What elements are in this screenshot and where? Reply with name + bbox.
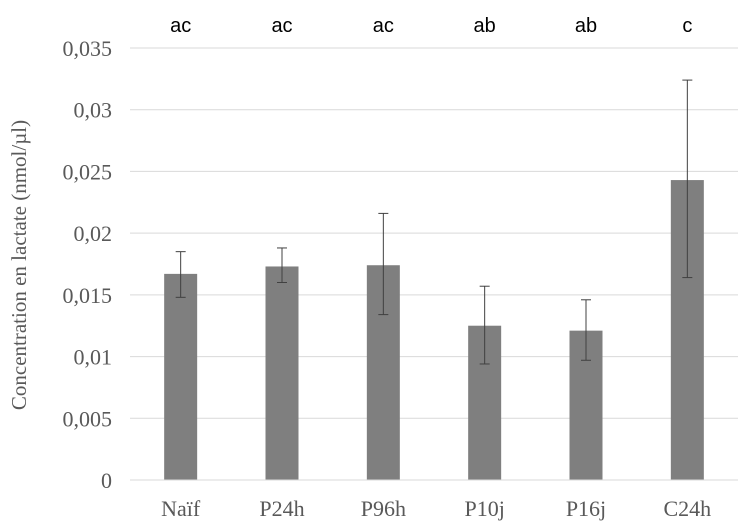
bars bbox=[164, 180, 704, 480]
significance-label: ac bbox=[373, 15, 394, 37]
x-category-label: P24h bbox=[259, 496, 304, 521]
y-tick-label: 0,025 bbox=[63, 159, 113, 184]
significance-labels: ac ac ac ab ab c bbox=[170, 15, 692, 37]
significance-label: ac bbox=[271, 15, 292, 37]
y-tick-label: 0,035 bbox=[63, 36, 113, 61]
y-axis-ticks: 0 0,005 0,01 0,015 0,02 0,025 0,03 0,035 bbox=[63, 36, 113, 493]
y-tick-label: 0 bbox=[101, 468, 112, 493]
y-tick-label: 0,005 bbox=[63, 406, 113, 431]
bar bbox=[265, 266, 299, 480]
significance-label: c bbox=[682, 15, 692, 37]
significance-label: ac bbox=[170, 15, 191, 37]
error-bars bbox=[175, 79, 693, 365]
bar bbox=[164, 273, 198, 480]
significance-label: ab bbox=[575, 15, 597, 37]
x-category-label: P10j bbox=[464, 496, 504, 521]
y-tick-label: 0,015 bbox=[63, 283, 113, 308]
y-tick-label: 0,03 bbox=[74, 98, 113, 123]
x-category-label: Naïf bbox=[161, 496, 201, 521]
x-category-label: P16j bbox=[566, 496, 606, 521]
y-axis-label: Concentration en lactate (nmol/µl) bbox=[7, 120, 31, 410]
x-category-label: P96h bbox=[361, 496, 406, 521]
x-axis-labels: Naïf P24h P96h P10j P16j C24h bbox=[161, 496, 711, 521]
significance-label: ab bbox=[474, 15, 496, 37]
y-tick-label: 0,02 bbox=[74, 221, 113, 246]
grid-lines bbox=[130, 47, 738, 419]
y-tick-label: 0,01 bbox=[74, 345, 113, 370]
x-category-label: C24h bbox=[663, 496, 711, 521]
